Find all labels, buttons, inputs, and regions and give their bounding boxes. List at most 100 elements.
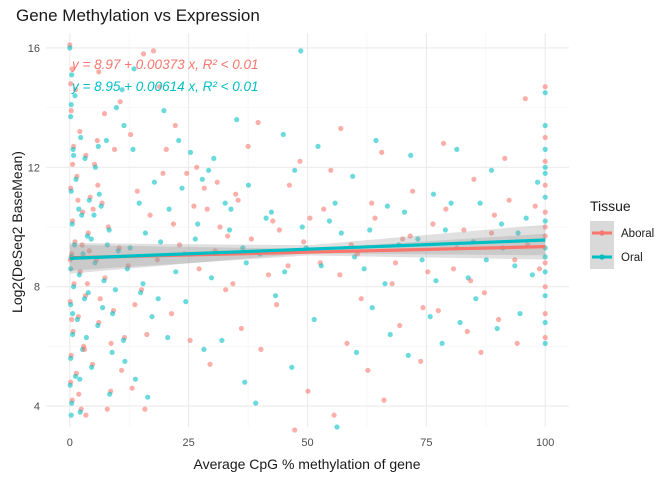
- point-oral: [338, 230, 344, 236]
- point-oral: [253, 400, 259, 406]
- point-oral: [542, 340, 548, 346]
- x-tick-label: 25: [183, 437, 195, 449]
- point-aboral: [407, 233, 413, 239]
- point-aboral: [464, 328, 470, 335]
- point-aboral: [542, 260, 548, 266]
- grid: [46, 33, 569, 427]
- point-oral: [80, 251, 86, 257]
- point-oral: [387, 331, 393, 338]
- point-aboral: [369, 200, 375, 206]
- point-aboral: [491, 212, 497, 218]
- point-oral: [289, 364, 295, 370]
- point-aboral: [542, 284, 548, 290]
- point-oral: [140, 281, 146, 287]
- point-aboral: [430, 221, 436, 227]
- point-aboral: [187, 337, 193, 343]
- point-oral: [95, 143, 101, 149]
- point-oral: [68, 355, 74, 361]
- point-aboral: [488, 230, 495, 236]
- point-aboral: [321, 206, 327, 212]
- point-aboral: [201, 185, 207, 191]
- point-oral: [71, 284, 77, 290]
- point-aboral: [397, 322, 403, 329]
- point-aboral: [86, 248, 92, 254]
- point-aboral: [191, 203, 197, 209]
- point-oral: [110, 311, 116, 317]
- point-aboral: [337, 272, 343, 278]
- point-oral: [85, 290, 91, 296]
- point-aboral: [233, 191, 239, 197]
- point-oral: [101, 278, 107, 284]
- point-oral: [483, 257, 489, 263]
- point-oral: [173, 269, 179, 275]
- point-oral: [113, 105, 119, 111]
- point-aboral: [542, 84, 548, 90]
- point-oral: [136, 200, 142, 206]
- point-aboral: [76, 391, 82, 397]
- point-aboral: [69, 316, 75, 323]
- point-aboral: [358, 296, 364, 302]
- point-aboral: [129, 385, 135, 391]
- point-aboral: [542, 134, 548, 141]
- point-oral: [69, 221, 75, 227]
- legend-label-aboral: Aboral: [621, 228, 654, 240]
- point-oral: [427, 314, 433, 320]
- point-aboral: [204, 206, 210, 212]
- point-aboral: [331, 412, 337, 418]
- point-oral: [76, 206, 82, 212]
- point-oral: [517, 311, 523, 317]
- point-oral: [367, 227, 373, 233]
- point-oral: [92, 260, 98, 266]
- x-tick-label: 75: [420, 437, 432, 449]
- point-oral: [211, 155, 217, 161]
- point-aboral: [297, 158, 303, 164]
- point-oral: [149, 314, 155, 320]
- point-aboral: [84, 281, 90, 287]
- point-oral: [68, 412, 74, 418]
- point-oral: [104, 242, 110, 248]
- point-oral: [282, 269, 288, 275]
- legend-point-oral: [599, 254, 605, 260]
- point-aboral: [96, 69, 102, 75]
- point-oral: [109, 349, 115, 355]
- point-aboral: [83, 412, 89, 418]
- point-oral: [68, 114, 74, 120]
- point-aboral: [97, 296, 103, 302]
- point-oral: [273, 293, 279, 299]
- point-oral: [199, 176, 205, 182]
- point-aboral: [214, 179, 220, 185]
- point-oral: [107, 391, 113, 397]
- point-oral: [72, 93, 78, 99]
- point-oral: [70, 331, 76, 338]
- point-oral: [542, 293, 548, 299]
- point-oral: [71, 152, 77, 158]
- point-oral: [442, 227, 448, 233]
- point-aboral: [154, 257, 160, 263]
- point-aboral: [168, 311, 175, 317]
- point-aboral: [207, 361, 213, 367]
- point-aboral: [506, 197, 512, 203]
- point-aboral: [365, 367, 371, 373]
- equation-aboral: y = 8.97 + 0.00373 x, R² < 0.01: [71, 57, 259, 72]
- point-aboral: [68, 81, 74, 87]
- point-aboral: [196, 266, 202, 272]
- point-oral: [201, 346, 207, 352]
- point-aboral: [389, 281, 395, 287]
- point-oral: [88, 236, 94, 242]
- point-aboral: [542, 224, 548, 230]
- point-oral: [542, 164, 548, 170]
- point-oral: [419, 257, 425, 263]
- point-oral: [69, 72, 75, 78]
- point-oral: [401, 209, 408, 215]
- point-aboral: [108, 340, 114, 346]
- point-aboral: [94, 137, 100, 144]
- point-aboral: [223, 287, 229, 293]
- point-aboral: [81, 346, 88, 352]
- point-oral: [89, 364, 95, 370]
- point-aboral: [328, 167, 334, 173]
- point-aboral: [420, 305, 426, 311]
- point-oral: [457, 319, 463, 326]
- point-oral: [73, 176, 79, 182]
- point-oral: [77, 409, 83, 415]
- point-aboral: [217, 224, 223, 230]
